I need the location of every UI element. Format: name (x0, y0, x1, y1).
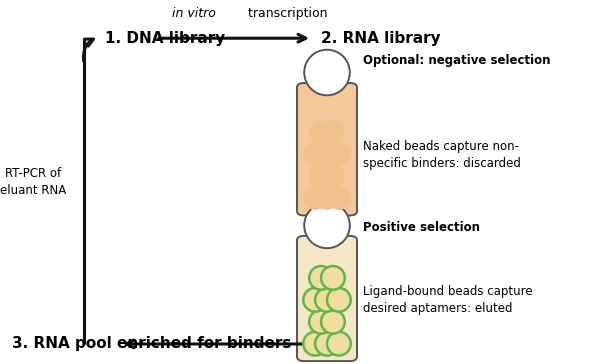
Ellipse shape (309, 120, 333, 144)
Ellipse shape (303, 142, 327, 166)
Text: 3. RNA pool enriched for binders: 3. RNA pool enriched for binders (12, 336, 292, 352)
Ellipse shape (327, 332, 351, 356)
Text: Positive selection: Positive selection (363, 221, 480, 234)
Text: in vitro: in vitro (172, 7, 216, 20)
Text: Optional: negative selection: Optional: negative selection (363, 54, 551, 67)
Ellipse shape (303, 186, 327, 210)
Ellipse shape (315, 142, 339, 166)
Text: 2. RNA library: 2. RNA library (321, 31, 440, 46)
Text: 1. DNA library: 1. DNA library (105, 31, 225, 46)
Ellipse shape (304, 50, 350, 95)
Ellipse shape (309, 266, 333, 290)
Ellipse shape (315, 288, 339, 312)
Text: transcription: transcription (244, 7, 328, 20)
FancyBboxPatch shape (297, 236, 357, 361)
Ellipse shape (315, 186, 339, 210)
FancyBboxPatch shape (297, 83, 357, 215)
Ellipse shape (327, 142, 351, 166)
Ellipse shape (327, 288, 351, 312)
Text: Ligand-bound beads capture
desired aptamers: eluted: Ligand-bound beads capture desired aptam… (363, 285, 533, 315)
Ellipse shape (309, 164, 333, 188)
Ellipse shape (315, 332, 339, 356)
Text: RT-PCR of
eluant RNA: RT-PCR of eluant RNA (0, 167, 66, 197)
Ellipse shape (321, 266, 345, 290)
Text: Naked beads capture non-
specific binders: discarded: Naked beads capture non- specific binder… (363, 140, 521, 170)
Ellipse shape (303, 332, 327, 356)
Ellipse shape (303, 288, 327, 312)
Ellipse shape (321, 310, 345, 333)
Ellipse shape (321, 164, 345, 188)
Ellipse shape (327, 186, 351, 210)
Ellipse shape (304, 203, 350, 248)
Ellipse shape (321, 120, 345, 144)
Ellipse shape (309, 310, 333, 333)
